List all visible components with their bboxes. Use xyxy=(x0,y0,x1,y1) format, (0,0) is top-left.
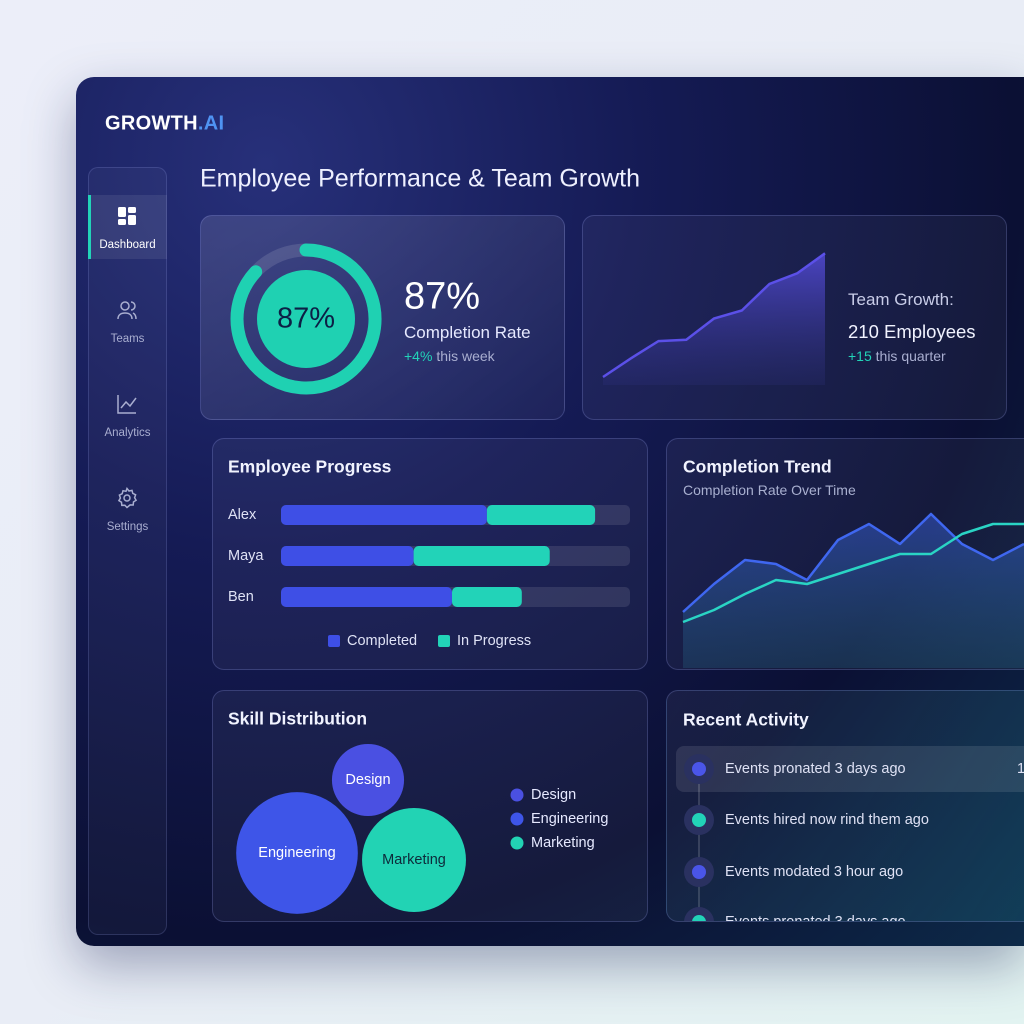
line xyxy=(682,522,1024,624)
bar xyxy=(281,587,453,607)
category-label: Ben xyxy=(228,589,254,605)
completion-label: Completion Rate xyxy=(404,323,531,342)
card-title: Employee Progress xyxy=(228,456,392,477)
sidebar xyxy=(88,167,167,935)
teams-icon xyxy=(117,301,137,320)
bubble xyxy=(236,792,358,914)
brand-suffix: .AI xyxy=(197,112,225,135)
bubble-label: Engineering xyxy=(258,845,335,861)
analytics-icon xyxy=(117,395,137,414)
nav-item[interactable]: Analytics xyxy=(88,383,167,447)
nav-label: Analytics xyxy=(104,427,151,439)
page-title: Employee Performance & Team Growth xyxy=(200,164,641,193)
nav-item[interactable]: Settings xyxy=(88,477,167,541)
legend-label: Marketing xyxy=(531,835,595,851)
brand: GROWTH.AI xyxy=(105,113,224,136)
legend-label: Completed xyxy=(347,633,417,649)
delta-note: this week xyxy=(436,348,495,364)
legend-swatch xyxy=(438,635,450,647)
activity-meta: 1 xyxy=(1017,761,1024,777)
nav-label: Teams xyxy=(110,333,145,345)
category-label: Maya xyxy=(228,548,264,564)
bubble xyxy=(362,808,466,912)
delta-note: this quarter xyxy=(875,348,946,364)
delta-value: +4% xyxy=(404,348,433,364)
completion-delta: +4% this week xyxy=(404,348,495,364)
timeline xyxy=(698,769,700,921)
line xyxy=(602,252,826,379)
activity-text: Events modated 3 hour ago xyxy=(725,864,904,880)
delta-value: +15 xyxy=(848,348,872,364)
nav-item[interactable]: Teams xyxy=(88,289,167,353)
brand-name: GROWTH xyxy=(105,112,198,135)
growth-label: Team Growth: xyxy=(848,290,954,309)
bubble-label: Marketing xyxy=(382,852,446,868)
line xyxy=(682,512,1024,613)
donut-center xyxy=(257,270,355,368)
dot xyxy=(692,813,706,827)
highlight xyxy=(676,746,1024,792)
card-title: Skill Distribution xyxy=(228,708,368,729)
bar xyxy=(452,587,522,607)
dashboard-icon xyxy=(118,207,136,225)
completion-value: 87% xyxy=(404,275,481,318)
card-subtitle: Completion Rate Over Time xyxy=(683,482,856,498)
nav-item[interactable]: Dashboard xyxy=(88,195,167,259)
legend-dot xyxy=(510,836,524,850)
donut-arc xyxy=(230,243,382,395)
area xyxy=(683,514,1024,668)
bubble-label: Design xyxy=(345,772,390,788)
legend-dot xyxy=(510,812,524,826)
activity-text: Events pronated 3 days ago xyxy=(725,761,906,777)
bar xyxy=(486,505,596,525)
bar xyxy=(413,546,550,566)
card-title: Recent Activity xyxy=(683,709,809,730)
bar xyxy=(281,546,414,566)
activity-card: Recent Activity Events pronated 3 days a… xyxy=(666,690,1024,922)
settings-icon xyxy=(117,487,138,509)
activity-text: Events hired now rind them ago xyxy=(725,812,929,828)
activity-text: Events pronated 3 days ago xyxy=(725,914,906,922)
nav-label: Settings xyxy=(106,521,149,533)
legend-label: Engineering xyxy=(531,811,608,827)
dot xyxy=(692,762,706,776)
category-label: Alex xyxy=(228,507,257,523)
growth-delta: +15 this quarter xyxy=(848,348,946,364)
legend-swatch xyxy=(328,635,340,647)
legend-dot xyxy=(510,788,524,802)
bubble xyxy=(331,743,405,817)
dot xyxy=(692,915,706,921)
legend-label: In Progress xyxy=(457,633,531,649)
growth-headline: 210 Employees xyxy=(848,321,976,342)
dot xyxy=(692,865,706,879)
legend-label: Design xyxy=(531,787,576,803)
nav-label: Dashboard xyxy=(99,239,156,251)
dot-ring xyxy=(684,907,714,921)
card-title: Completion Trend xyxy=(683,456,832,477)
donut-label: 87% xyxy=(277,303,335,335)
bar xyxy=(281,505,487,525)
